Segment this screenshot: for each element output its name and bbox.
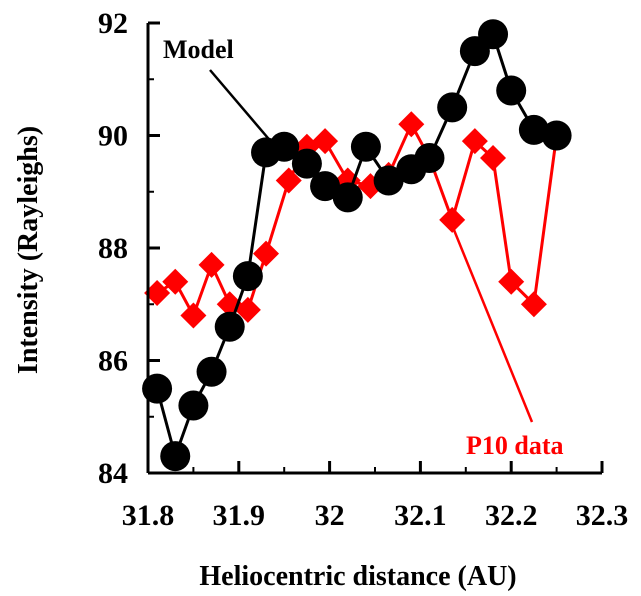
model-point <box>291 148 322 179</box>
model-point <box>478 19 509 50</box>
p10-data-point <box>234 296 261 323</box>
model-point <box>332 182 363 213</box>
axes-layer <box>146 23 602 475</box>
y-axis-title: Intensity (Rayleighs) <box>13 126 44 374</box>
y-tick-label: 86 <box>98 345 128 378</box>
model-point <box>350 131 381 162</box>
model-annotation-pointer <box>209 69 272 142</box>
model-point <box>178 390 209 421</box>
p10-data-point <box>144 280 171 306</box>
series-layer <box>142 19 572 472</box>
model-line <box>155 31 557 462</box>
p10-annotation-pointer <box>451 225 534 423</box>
y-tick-label: 88 <box>98 232 128 265</box>
model-point <box>541 120 572 151</box>
model-point <box>160 441 191 472</box>
p10-data-point <box>312 128 339 155</box>
p10-data-annotation: P10 data <box>466 431 564 460</box>
model-point <box>496 75 527 106</box>
y-tick-label: 90 <box>98 120 128 153</box>
x-axis-title: Heliocentric distance (AU) <box>199 561 516 592</box>
model-point <box>142 373 173 404</box>
x-tick-label: 32.2 <box>485 499 538 532</box>
x-tick-label: 31.8 <box>122 499 175 532</box>
p10-data-point <box>253 240 280 267</box>
y-tick-label: 84 <box>98 457 128 490</box>
model-point <box>373 165 404 196</box>
p10-data-point <box>180 302 207 329</box>
model-point <box>196 356 227 387</box>
model-point <box>518 114 549 145</box>
model-point <box>214 311 245 342</box>
p10-data-point <box>398 111 425 138</box>
model-point <box>269 131 300 162</box>
x-tick-label: 32 <box>315 499 345 532</box>
p10-data-point <box>439 206 466 233</box>
p10-data-point <box>520 291 547 318</box>
x-tick-label: 32.3 <box>576 499 629 532</box>
p10-data-point <box>275 167 302 194</box>
ticks-layer: 31.8 31.9 32 32.1 32.2 32.3 84 86 88 90 92 <box>98 7 628 532</box>
y-tick-label: 92 <box>98 7 128 40</box>
model-point <box>310 171 341 202</box>
model-point <box>232 261 263 292</box>
p10-data-point <box>498 268 525 295</box>
model-annotation: Model <box>163 35 234 64</box>
p10-data-point <box>198 251 225 278</box>
p10-data-point <box>480 145 507 171</box>
model-point <box>437 92 468 123</box>
x-tick-label: 31.9 <box>213 499 266 532</box>
model-point <box>414 143 445 173</box>
x-tick-label: 32.1 <box>394 499 447 532</box>
p10-data-point <box>461 128 488 155</box>
p10-data-point <box>162 268 189 295</box>
